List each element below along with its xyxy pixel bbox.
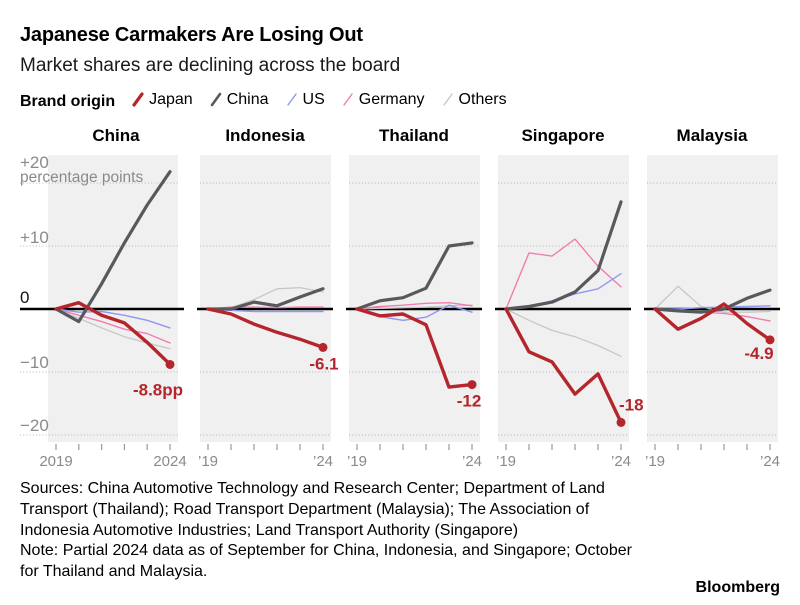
series-japan-line: [653, 302, 772, 342]
japan-end-dot: [765, 335, 775, 345]
legend-label: China: [226, 90, 269, 108]
germany-slash-icon: [343, 93, 353, 106]
panel-title: China: [92, 126, 140, 145]
japan-end-dot: [616, 417, 626, 427]
footer: Sources: China Automotive Technology and…: [20, 479, 780, 583]
legend-item-japan: Japan: [131, 91, 193, 109]
series-japan-line: [355, 307, 474, 389]
panel-thailand: Thailand -12 ’19 ’24: [346, 126, 482, 473]
legend-label: Germany: [358, 90, 425, 108]
x-tick-label: 2024: [153, 453, 186, 470]
japan-end-label: -12: [457, 392, 482, 411]
y-tick-label: +10: [20, 228, 49, 247]
others-slash-icon: [442, 93, 453, 106]
plot-background: [349, 155, 480, 442]
series-china-line: [54, 170, 172, 324]
panel-plot: -8.8pp 2019 2024 +20 +10 0 −10 −20 percentage po…: [20, 153, 187, 470]
series-germany-line: [55, 308, 171, 344]
y-tick-label: −10: [20, 353, 49, 372]
series-germany-line: [505, 238, 622, 310]
series-germany-line: [356, 301, 473, 310]
panel-malaysia: Malaysia -4.9 ’19 ’24: [644, 126, 780, 473]
legend: Brand origin Japan China US Germany Others: [20, 91, 780, 114]
japan-end-label: -8.8pp: [133, 380, 183, 399]
legend-item-china: China: [209, 91, 269, 109]
x-tick-label: ’19: [347, 453, 367, 470]
series-china-line: [355, 241, 474, 311]
japan-end-dot: [467, 380, 477, 390]
panel-plot: -18 ’19 ’24: [495, 155, 644, 470]
panel-singapore: Singapore -18 ’19 ’24: [495, 126, 644, 473]
panel-title: Malaysia: [676, 126, 748, 145]
panel-indonesia: Indonesia -6.1 ’19 ’24: [197, 126, 339, 473]
legend-label: Others: [458, 90, 507, 108]
legend-items: Japan China US Germany Others: [131, 91, 522, 114]
japan-end-dot: [318, 342, 328, 352]
x-tick-label: ’24: [313, 453, 333, 470]
series-china-line: [206, 287, 325, 311]
x-tick-label: ’19: [496, 453, 516, 470]
japan-end-label: -6.1: [309, 354, 338, 373]
x-tick-label: ’24: [462, 453, 482, 470]
x-tick-label: ’19: [198, 453, 218, 470]
x-tick-label: ’24: [611, 453, 631, 470]
panel-title: Indonesia: [225, 126, 305, 145]
legend-label: US: [302, 90, 325, 108]
series-china-line: [504, 200, 623, 311]
plot-background: [647, 155, 778, 442]
sources-text: Sources: China Automotive Technology and…: [20, 480, 605, 539]
note-text: Note: Partial 2024 data as of September …: [20, 542, 632, 581]
y-tick-label: +20: [20, 153, 49, 172]
legend-title: Brand origin: [20, 93, 116, 110]
panel-title: Thailand: [379, 126, 449, 145]
series-japan-line: [54, 300, 172, 367]
panel-plot: -4.9 ’19 ’24: [644, 155, 780, 470]
legend-item-us: US: [285, 91, 325, 109]
x-tick-label: ’19: [645, 453, 665, 470]
plot-background: [200, 155, 331, 442]
plot-background: [48, 155, 178, 442]
japan-end-label: -18: [619, 395, 644, 414]
x-tick-label: ’24: [760, 453, 780, 470]
series-japan-line: [504, 307, 623, 425]
china-slash-icon: [210, 92, 222, 107]
small-multiples-row: China -8.8pp 2019 2024 +20 +10 0 −10 −20 percenta…: [20, 126, 780, 473]
japan-end-dot: [165, 359, 175, 369]
series-japan-line: [206, 307, 325, 350]
legend-item-others: Others: [441, 91, 507, 109]
series-others-line: [505, 308, 622, 357]
japan-end-label: -4.9: [744, 344, 773, 363]
panel-title: Singapore: [521, 126, 605, 145]
y-tick-label: −20: [20, 416, 49, 435]
y-axis-unit-label: percentage points: [20, 169, 143, 186]
series-us-line: [55, 308, 171, 329]
panel-plot: -6.1 ’19 ’24: [197, 155, 339, 470]
panel-china: China -8.8pp 2019 2024 +20 +10 0 −10 −20 percenta…: [20, 126, 187, 473]
japan-slash-icon: [132, 92, 144, 107]
bloomberg-logo: Bloomberg: [695, 579, 780, 596]
legend-item-germany: Germany: [341, 91, 425, 109]
chart-subtitle: Market shares are declining across the b…: [20, 55, 401, 76]
legend-label: Japan: [149, 90, 193, 108]
y-tick-label: 0: [20, 288, 29, 307]
chart-title: Japanese Carmakers Are Losing Out: [20, 24, 363, 46]
panel-plot: -12 ’19 ’24: [346, 155, 482, 470]
x-tick-label: 2019: [39, 453, 72, 470]
us-slash-icon: [286, 93, 297, 106]
